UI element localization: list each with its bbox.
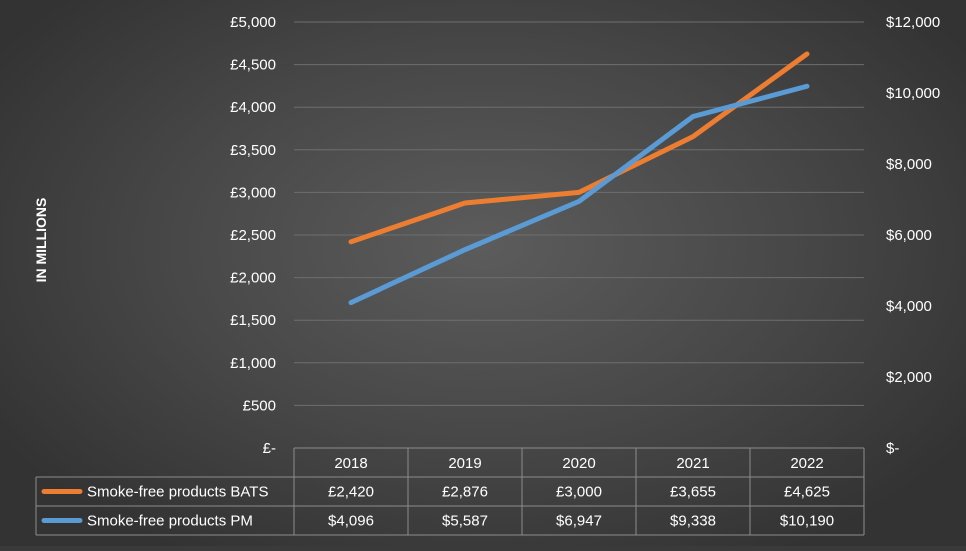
data-label: $6,947 — [556, 513, 602, 530]
data-point — [577, 199, 581, 203]
data-label: £3,655 — [670, 484, 716, 501]
left-tick-label: £500 — [243, 397, 276, 414]
data-label: $9,338 — [670, 513, 716, 530]
y-axis-label: IN MILLIONS — [33, 198, 49, 283]
data-label: $10,190 — [780, 513, 834, 530]
data-point — [691, 135, 695, 139]
data-point — [691, 115, 695, 119]
left-tick-label: £- — [263, 440, 276, 457]
left-tick-label: £4,000 — [230, 99, 276, 116]
left-tick-label: £5,000 — [230, 14, 276, 31]
data-label: £2,876 — [442, 484, 488, 501]
right-tick-label: $4,000 — [886, 298, 932, 315]
data-point — [463, 201, 467, 205]
legend-entry: Smoke-free products PM — [87, 513, 253, 530]
category-label: 2021 — [676, 455, 709, 472]
right-axis: $- $2,000 $4,000 $6,000 $8,000 $10,000 $12,000 — [886, 14, 940, 457]
category-label: 2018 — [334, 455, 367, 472]
data-table: 2018 2019 2020 2021 2022 Smoke-free products … — [35, 447, 865, 536]
right-tick-label: $10,000 — [886, 85, 940, 102]
data-point — [349, 240, 353, 244]
category-label: 2022 — [790, 455, 823, 472]
data-point — [805, 52, 809, 56]
left-tick-label: £4,500 — [230, 57, 276, 74]
left-tick-label: £3,000 — [230, 184, 276, 201]
data-point — [577, 190, 581, 194]
category-label: 2020 — [562, 455, 595, 472]
data-point — [463, 248, 467, 252]
left-tick-label: £1,000 — [230, 355, 276, 372]
category-label: 2019 — [448, 455, 481, 472]
left-tick-label: £2,500 — [230, 227, 276, 244]
right-tick-label: $12,000 — [886, 14, 940, 31]
right-tick-label: $- — [886, 440, 899, 457]
data-label: $4,096 — [328, 513, 374, 530]
grid — [294, 21, 864, 406]
right-tick-label: $2,000 — [886, 369, 932, 386]
data-point — [349, 301, 353, 305]
data-label: £4,625 — [784, 484, 830, 501]
left-tick-label: £2,000 — [230, 270, 276, 287]
right-tick-label: $6,000 — [886, 227, 932, 244]
legend-entry: Smoke-free products BATS — [87, 484, 268, 501]
series-lines — [348, 51, 810, 306]
data-label: £2,420 — [328, 484, 374, 501]
left-tick-label: £1,500 — [230, 312, 276, 329]
left-axis: £- £500 £1,000 £1,500 £2,000 £2,500 £3,000 £3,5… — [230, 14, 276, 457]
left-tick-label: £3,500 — [230, 142, 276, 159]
data-point — [805, 84, 809, 88]
data-label: $5,587 — [442, 513, 488, 530]
right-tick-label: $8,000 — [886, 156, 932, 173]
series-line-0 — [348, 51, 810, 245]
data-label: £3,000 — [556, 484, 602, 501]
